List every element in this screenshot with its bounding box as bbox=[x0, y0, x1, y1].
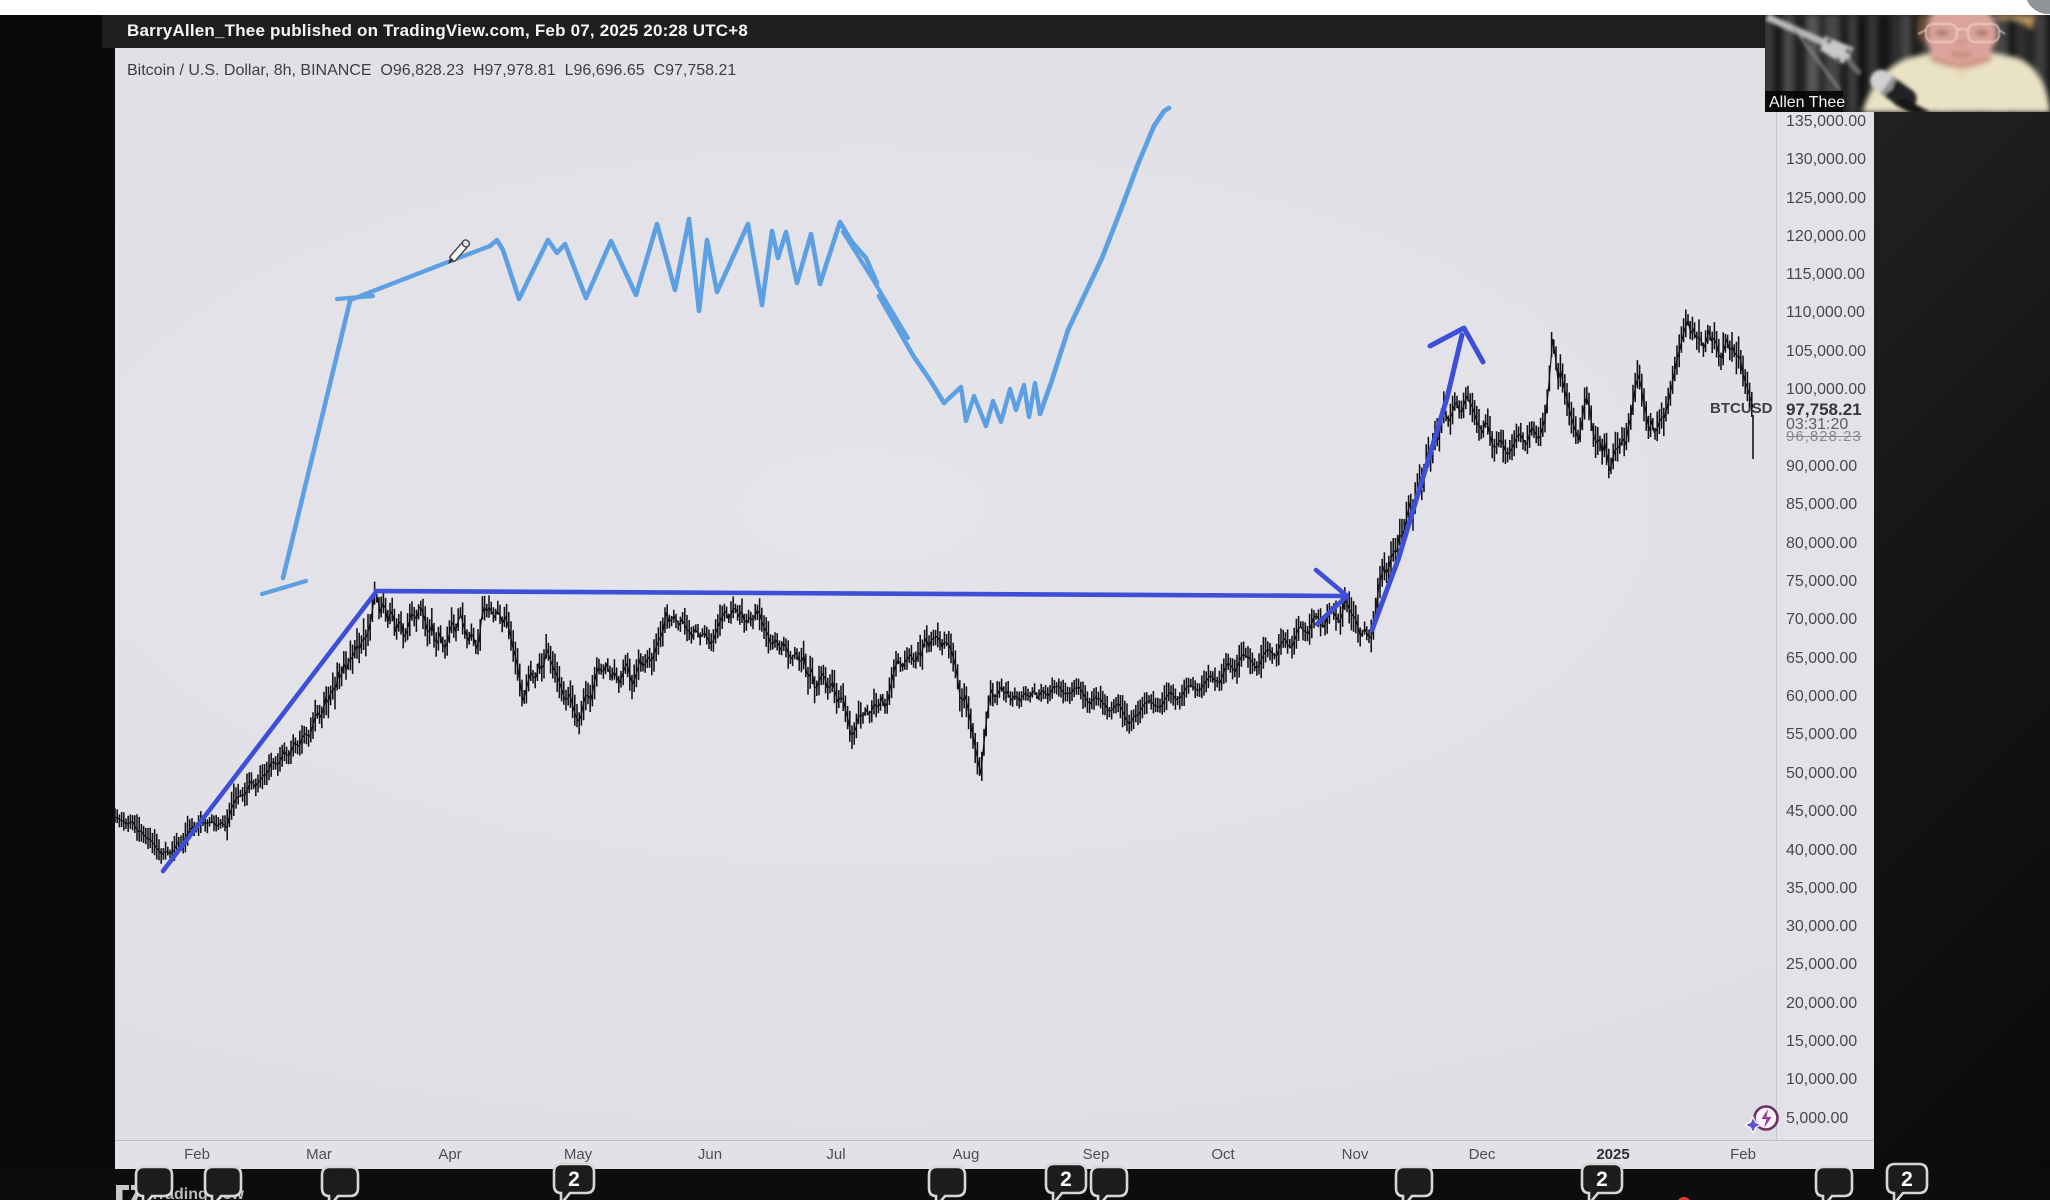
svg-text:2: 2 bbox=[1060, 1168, 1072, 1191]
svg-text:Allen Thee: Allen Thee bbox=[1769, 94, 1845, 111]
svg-text:2: 2 bbox=[568, 1168, 580, 1191]
svg-text:2: 2 bbox=[1901, 1168, 1913, 1191]
svg-text:2: 2 bbox=[1596, 1168, 1608, 1191]
